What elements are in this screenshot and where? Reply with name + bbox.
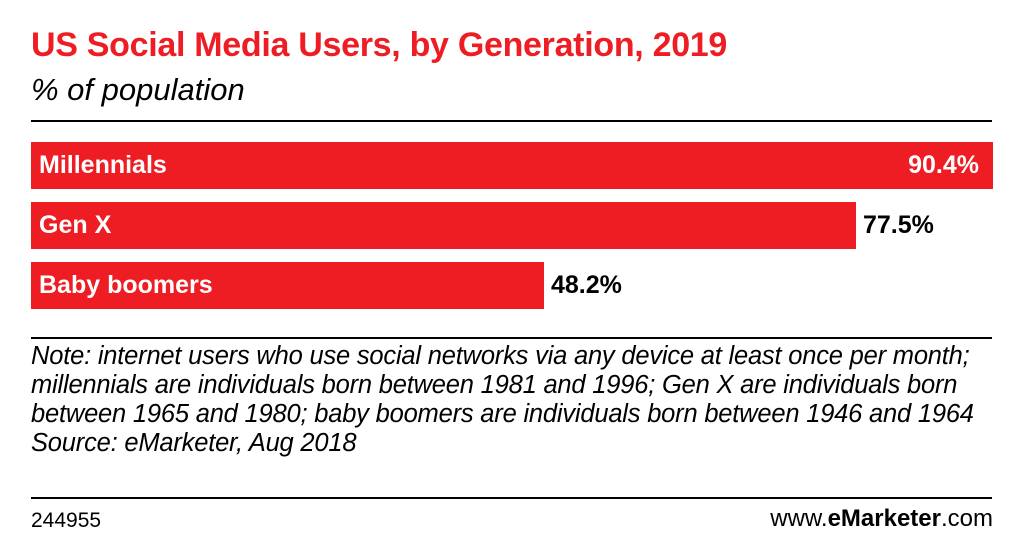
source-text: Source: eMarketer, Aug 2018	[31, 429, 357, 457]
brand-suffix: .com	[940, 505, 993, 532]
brand-name: eMarketer	[827, 505, 941, 532]
chart-subtitle: % of population	[31, 72, 245, 107]
note-block: Note: internet users who use social netw…	[31, 342, 1001, 458]
bar-value-label: 90.4%	[908, 151, 979, 179]
bar-value-label: 77.5%	[863, 211, 934, 239]
bar-chart: Millennials 90.4% Gen X 77.5% Baby boomers 48…	[31, 142, 993, 312]
bar-category-label: Baby boomers	[39, 271, 213, 299]
bar-value-label: 48.2%	[551, 271, 622, 299]
bar-gen-x	[31, 202, 856, 249]
note-text: Note: internet users who use social netw…	[31, 342, 974, 428]
bar-category-label: Gen X	[39, 211, 112, 239]
chart-title: US Social Media Users, by Generation, 20…	[31, 26, 728, 64]
bar-category-label: Millennials	[39, 151, 167, 179]
bottom-divider	[31, 497, 992, 499]
brand-url[interactable]: www.eMarketer.com	[770, 505, 993, 533]
bar-millennials	[31, 142, 993, 189]
brand-prefix: www.	[770, 505, 828, 532]
middle-divider	[31, 337, 992, 339]
bar-baby-boomers	[31, 262, 544, 309]
chart-id: 244955	[31, 509, 102, 532]
top-divider	[31, 120, 992, 122]
